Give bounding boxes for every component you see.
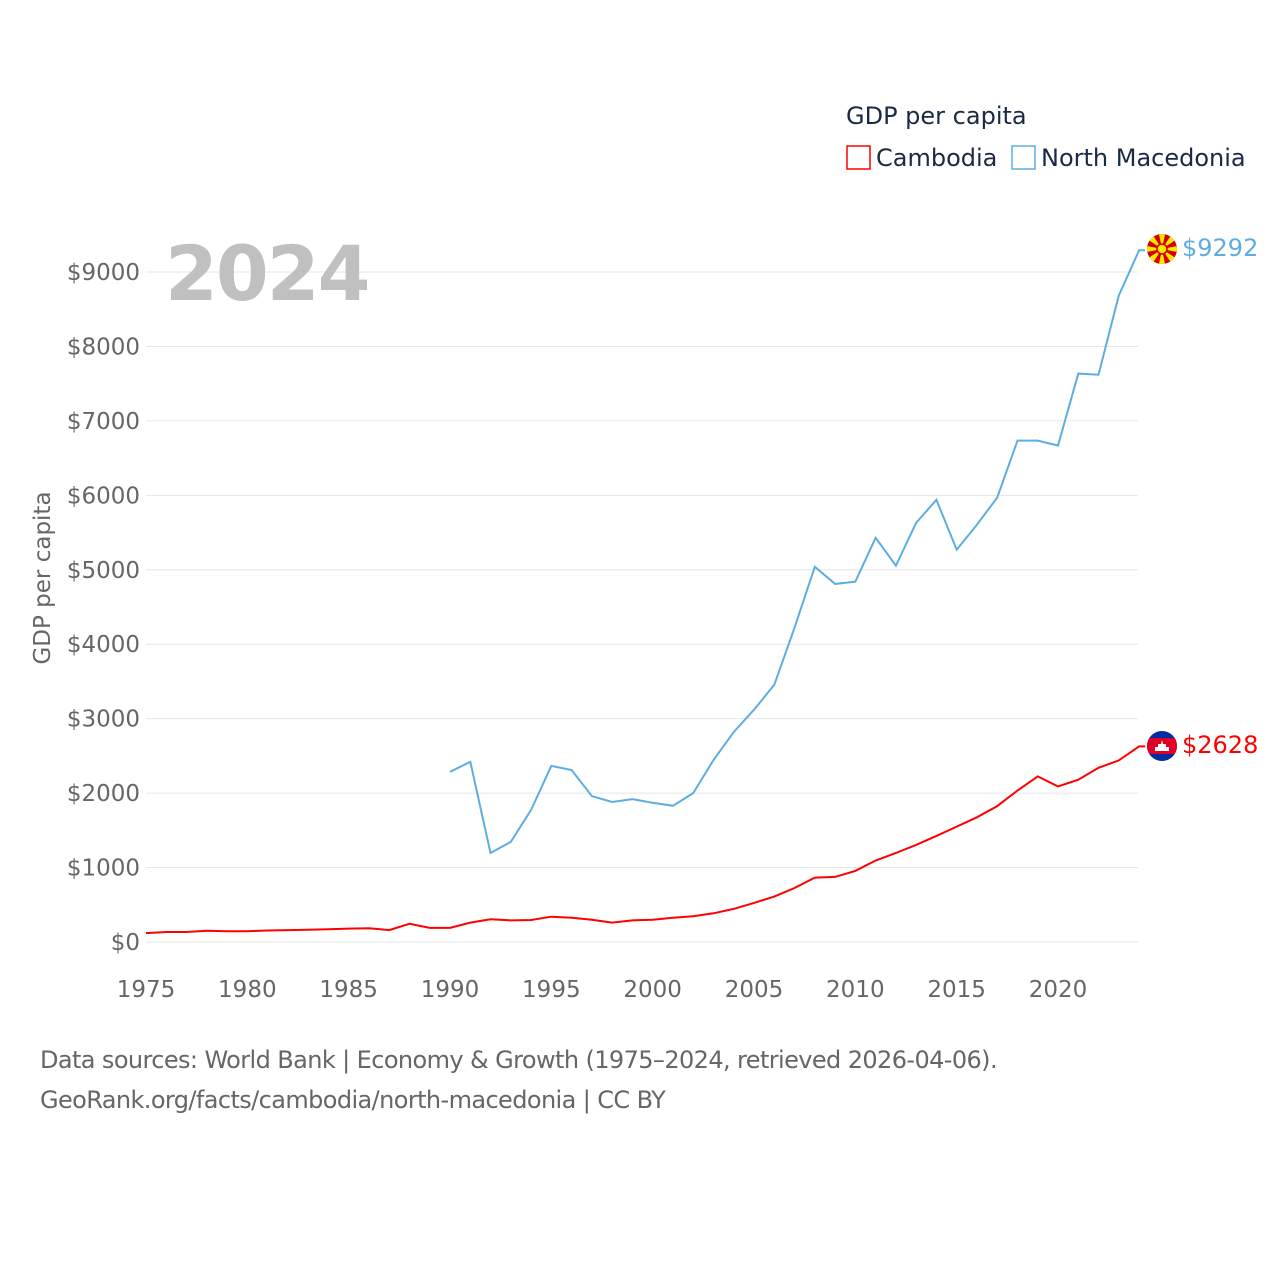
x-tick-label: 2020 xyxy=(1029,977,1088,1003)
footer-link[interactable]: GeoRank.org/facts/cambodia/north-macedon… xyxy=(40,1086,666,1114)
x-tick-label: 1975 xyxy=(117,977,176,1003)
x-tick-label: 2005 xyxy=(725,977,784,1003)
sun-ray xyxy=(1162,245,1177,253)
north-macedonia-flag-icon xyxy=(1147,234,1177,264)
sun-ray xyxy=(1147,245,1162,253)
cambodia-flag-icon xyxy=(1147,731,1177,761)
x-tick-label: 1990 xyxy=(421,977,480,1003)
x-tick-label: 2000 xyxy=(623,977,682,1003)
end-label-north-macedonia: $9292 xyxy=(1182,234,1258,262)
sun-ray xyxy=(1158,249,1166,264)
y-tick-label: $5000 xyxy=(67,558,140,584)
footer-sources: Data sources: World Bank | Economy & Gro… xyxy=(40,1046,998,1074)
legend-title: GDP per capita xyxy=(846,102,1027,130)
y-tick-label: $0 xyxy=(111,930,140,956)
x-tick-label: 1995 xyxy=(522,977,581,1003)
year-label: 2024 xyxy=(165,229,369,318)
legend-item-cambodia[interactable]: Cambodia xyxy=(846,144,997,172)
series-line-cambodia xyxy=(145,745,1146,935)
x-tick-label: 1985 xyxy=(319,977,378,1003)
y-tick-label: $8000 xyxy=(67,334,140,360)
y-axis-label: GDP per capita xyxy=(30,491,56,664)
y-tick-label: $7000 xyxy=(67,409,140,435)
legend-label-cambodia: Cambodia xyxy=(876,144,997,172)
x-tick-label: 2010 xyxy=(826,977,885,1003)
series-line-north-macedonia xyxy=(449,249,1146,855)
y-tick-label: $4000 xyxy=(67,632,140,658)
x-tick-label: 2015 xyxy=(927,977,986,1003)
sun-ray xyxy=(1158,234,1166,249)
y-tick-label: $3000 xyxy=(67,707,140,733)
legend-swatch-north-macedonia xyxy=(1011,145,1036,170)
y-tick-label: $6000 xyxy=(67,483,140,509)
legend-swatch-cambodia xyxy=(846,145,871,170)
y-tick-label: $1000 xyxy=(67,856,140,882)
legend-item-north-macedonia[interactable]: North Macedonia xyxy=(1011,144,1246,172)
x-tick-label: 1980 xyxy=(218,977,277,1003)
legend-label-north-macedonia: North Macedonia xyxy=(1041,144,1246,172)
y-tick-label: $2000 xyxy=(67,781,140,807)
end-label-cambodia: $2628 xyxy=(1182,731,1258,759)
y-tick-label: $9000 xyxy=(67,260,140,286)
